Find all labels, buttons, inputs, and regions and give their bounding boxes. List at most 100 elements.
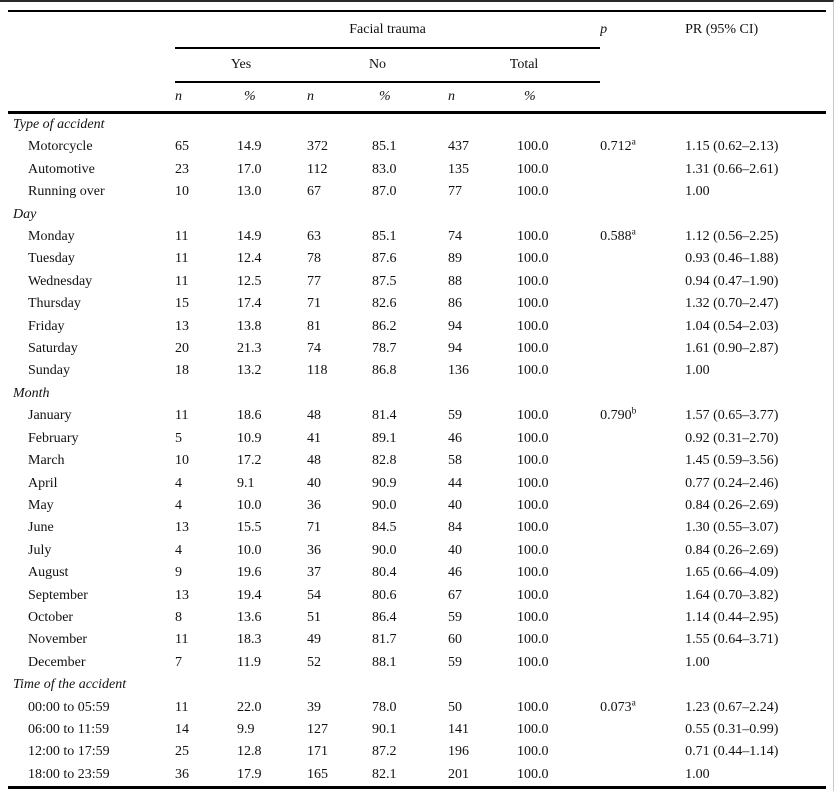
yes-pct-value: 12.8 [237,744,262,760]
p-value [600,495,685,517]
no-n-value: 36 [307,497,321,513]
no-pct-value: 85.1 [372,229,397,245]
row-label: Motorcycle [28,139,93,155]
pr-value: 1.64 (0.70–3.82) [685,587,779,603]
pr-value: 0.77 (0.24–2.46) [685,475,779,491]
no-n-value: 41 [307,430,321,446]
p-value [600,316,685,338]
total-n-value: 59 [448,408,462,424]
row-label: July [28,542,52,558]
section-label: Time of the accident [13,677,127,693]
no-n-value: 118 [307,363,328,379]
p-value: 0.588a [600,226,685,248]
no-n-value: 54 [307,587,321,603]
yes-n-value: 20 [175,341,189,357]
p-value [600,517,685,539]
p-value [600,562,685,584]
pr-value: 1.61 (0.90–2.87) [685,341,779,357]
pr-value: 1.30 (0.55–3.07) [685,520,779,536]
p-value [600,540,685,562]
row-label: 06:00 to 11:59 [28,721,110,737]
yes-pct-value: 10.9 [237,430,262,446]
no-n-value: 171 [307,744,328,760]
data-row: September 13 19.4 54 80.6 67 100.0 1.64 (0.70–3… [8,585,826,607]
row-label: Friday [28,318,65,334]
no-n-value: 48 [307,453,321,469]
p-value [600,450,685,472]
total-n-value: 59 [448,654,462,670]
pr-value: 1.65 (0.66–4.09) [685,565,779,581]
footnote-marker: a [631,227,636,238]
total-pct-value: 100.0 [517,408,549,424]
no-pct-value: 88.1 [372,654,397,670]
p-value [600,338,685,360]
pr-value: 1.00 [685,363,710,379]
section-header-row: Month [8,383,826,405]
yes-n-value: 15 [175,296,189,312]
yes-pct-value: 19.4 [237,587,262,603]
no-pct-value: 80.6 [372,587,397,603]
no-n-value: 63 [307,229,321,245]
no-pct-value: 90.9 [372,475,397,491]
data-row: 00:00 to 05:59 11 22.0 39 78.0 50 100.0 0.073a 1… [8,697,826,719]
data-row: Motorcycle 65 14.9 372 85.1 437 100.0 0.712a 1.1… [8,136,826,158]
empty-header-cell [600,48,685,82]
no-n-value: 71 [307,296,321,312]
data-row: May 4 10.0 36 90.0 40 100.0 0.84 (0.26–2.69) [8,495,826,517]
data-row: 12:00 to 17:59 25 12.8 171 87.2 196 100.0 0.71 … [8,741,826,763]
pr-value: 1.55 (0.64–3.71) [685,632,779,648]
yes-n-value: 36 [175,766,189,782]
yes-n-value: 7 [175,654,182,670]
row-label: August [28,565,69,581]
total-n-value: 86 [448,296,462,312]
total-n-value: 94 [448,341,462,357]
yes-n-value: 8 [175,609,182,625]
yes-pct-value: 13.2 [237,363,262,379]
empty-header-cell [685,82,827,114]
no-pct-value: 90.0 [372,497,397,513]
yes-n-header: n [175,82,237,114]
no-n-value: 112 [307,161,328,177]
footnote-marker: b [631,406,637,417]
facial-trauma-group-header: Facial trauma [175,11,601,49]
row-label: October [28,609,74,625]
no-pct-value: 86.4 [372,609,397,625]
p-value [600,719,685,741]
pr-value: 1.14 (0.44–2.95) [685,609,779,625]
yes-n-value: 11 [175,251,189,267]
total-pct-value: 100.0 [517,430,549,446]
no-n-value: 49 [307,632,321,648]
row-label: December [28,654,86,670]
pr-value: 1.23 (0.67–2.24) [685,699,779,715]
no-n-value: 71 [307,520,321,536]
p-value [600,360,685,382]
total-subheader: Total [448,48,601,83]
p-value: 0.712a [600,136,685,158]
yes-subheader: Yes [175,48,307,83]
pr-value: 0.84 (0.26–2.69) [685,497,779,513]
yes-n-value: 10 [175,453,189,469]
total-pct-value: 100.0 [517,565,549,581]
row-label: Saturday [28,341,78,357]
no-subheader: No [307,48,448,83]
total-pct-value: 100.0 [517,699,549,715]
p-value [600,181,685,203]
total-n-value: 60 [448,632,462,648]
row-label: Tuesday [28,251,75,267]
total-n-value: 58 [448,453,462,469]
row-label: January [28,408,72,424]
no-pct-value: 82.6 [372,296,397,312]
yes-n-value: 11 [175,632,189,648]
row-label: Wednesday [28,273,93,289]
no-n-value: 372 [307,139,328,155]
no-pct-value: 78.7 [372,341,397,357]
p-value [600,741,685,763]
row-label: Monday [28,229,75,245]
total-pct-value: 100.0 [517,318,549,334]
no-n-value: 77 [307,273,321,289]
total-pct-value: 100.0 [517,184,549,200]
p-column-header: p [600,22,608,37]
pr-column-header: PR (95% CI) [685,22,759,37]
no-n-value: 165 [307,766,328,782]
total-pct-value: 100.0 [517,161,549,177]
